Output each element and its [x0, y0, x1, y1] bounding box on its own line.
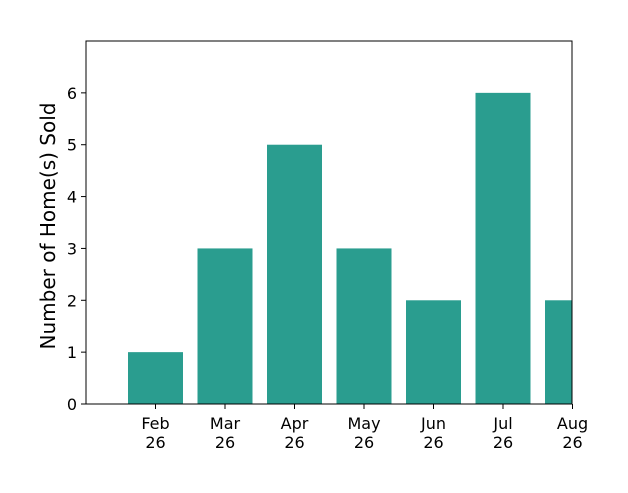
y-axis-label: Number of Home(s) Sold [36, 103, 60, 350]
y-tick-label: 6 [67, 84, 77, 103]
x-tick-label: Mar 26 [210, 414, 241, 452]
bars-group [128, 92, 572, 404]
bar [267, 144, 322, 404]
bar [128, 352, 183, 404]
y-tick-label: 1 [67, 343, 77, 362]
x-tick-label: May 26 [347, 414, 380, 452]
x-tick-label: Jun 26 [420, 414, 446, 452]
x-tick-label: Apr 26 [281, 414, 309, 452]
bar [406, 300, 461, 404]
bar [197, 248, 253, 404]
y-tick-label: 3 [67, 239, 77, 258]
bar [545, 300, 572, 404]
x-tick-label: Aug 26 [557, 414, 588, 452]
x-tick-label: Jul 26 [492, 414, 513, 452]
plot-frame [85, 40, 573, 405]
bar [475, 92, 531, 404]
bar [336, 248, 392, 404]
y-tick-label: 5 [67, 136, 77, 155]
y-tick-label: 4 [67, 188, 77, 207]
x-tick-label: Feb 26 [141, 414, 169, 452]
y-tick-label: 2 [67, 291, 77, 310]
x-axis-ticks: Feb 26 Mar 26 Apr 26 May 26 Jun 26 Jul 26 Aug 26 [141, 404, 588, 452]
y-tick-label: 0 [67, 395, 77, 414]
y-axis-ticks: 0 1 2 3 4 5 6 [67, 84, 86, 414]
